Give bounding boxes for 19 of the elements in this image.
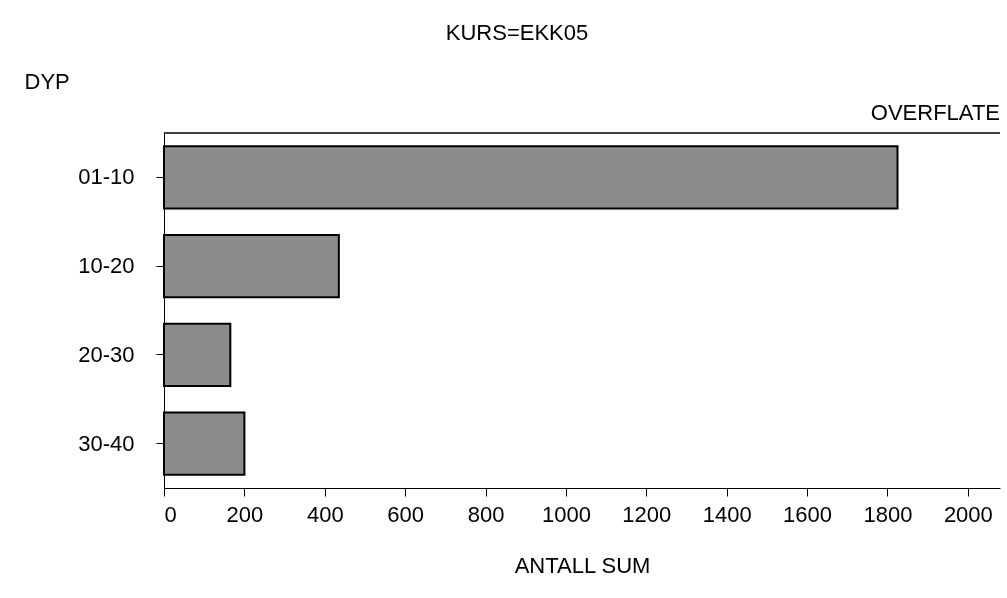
y-axis-title: DYP [24, 68, 70, 94]
y-tick-label: 10-20 [78, 253, 135, 279]
y-tick-label: 30-40 [78, 430, 135, 456]
x-tick-label: 600 [387, 501, 425, 527]
x-tick-label: 2000 [943, 501, 993, 527]
x-tick-label: 1200 [622, 501, 672, 527]
x-tick-label: 200 [226, 501, 264, 527]
x-tick-label: 400 [306, 501, 344, 527]
chart-title: KURS=EKK05 [445, 20, 589, 45]
text: OVERFLATE [870, 100, 1000, 125]
x-tick-label: 1800 [863, 501, 913, 527]
x-tick-label: 1000 [541, 501, 591, 527]
x-tick-label: 800 [467, 501, 505, 527]
x-tick-label: 0 [164, 501, 177, 527]
y-tick-label: 20-30 [78, 341, 135, 367]
x-tick-label: 1400 [702, 501, 752, 527]
x-tick-label: 1600 [783, 501, 833, 527]
y-tick-label: 01-10 [78, 164, 135, 190]
x-axis-title: ANTALL SUM [514, 552, 651, 578]
